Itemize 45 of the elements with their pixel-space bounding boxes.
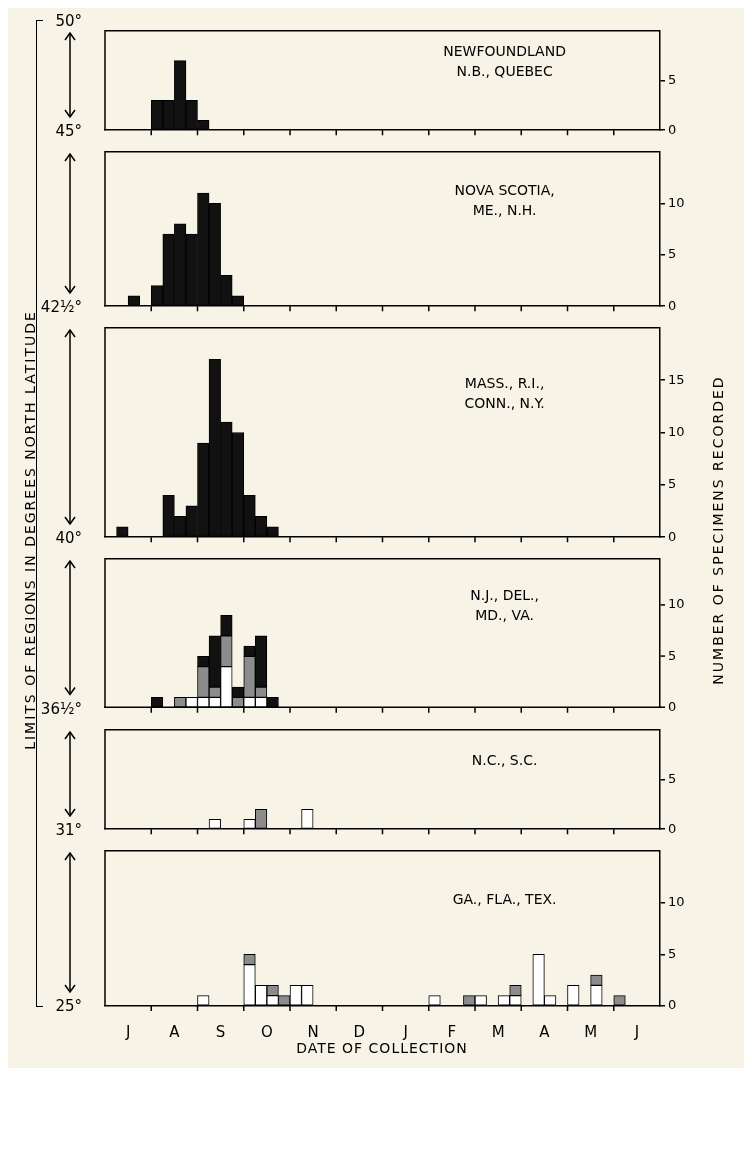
y-tick-label: 5: [668, 246, 677, 262]
y-tick-label: 15: [668, 371, 685, 387]
text: GA., FLA., TEX.: [452, 890, 557, 907]
x-tick-label: M: [584, 1022, 598, 1041]
x-tick-label: F: [447, 1022, 457, 1041]
y-axis-title: LIMITS OF REGIONS IN DEGREES NORTH LATITUDE: [21, 308, 39, 752]
y-tick-label: 0: [668, 996, 677, 1012]
y-tick-label: 10: [668, 194, 685, 210]
y-tick-label: 5: [668, 71, 677, 87]
x-tick-label: J: [633, 1022, 640, 1041]
text: MASS., R.I., CONN., N.Y.: [464, 375, 545, 412]
y-tick-label: 10: [668, 596, 685, 612]
text: N.C., S.C.: [471, 751, 538, 768]
text: NEWFOUNDLAND N.B., QUEBEC: [443, 43, 566, 80]
x-tick-label: J: [402, 1022, 408, 1041]
x-tick-label: O: [260, 1022, 273, 1041]
text: 50°: [54, 12, 82, 30]
y-tick-label: 0: [668, 121, 677, 137]
text: NOVA SCOTIA, ME., N.H.: [454, 181, 555, 218]
y2-axis-title: NUMBER OF SPECIMENS RECORDED: [709, 374, 727, 687]
x-tick-label: A: [539, 1022, 551, 1041]
y-tick-label: 5: [668, 647, 677, 663]
x-axis-title: DATE OF COLLECTION: [295, 1039, 469, 1056]
y-tick-label: 5: [668, 945, 677, 961]
y-tick-label: 5: [668, 770, 677, 786]
text: N.J., DEL., MD., VA.: [470, 587, 539, 624]
x-tick-label: J: [124, 1022, 131, 1041]
text: 25°: [54, 996, 82, 1015]
y-tick-label: 0: [668, 699, 677, 715]
text: 36½°: [40, 699, 82, 718]
text: 42½°: [40, 298, 82, 316]
x-tick-label: S: [215, 1022, 226, 1041]
x-tick-label: N: [307, 1022, 319, 1041]
y-tick-label: 0: [668, 820, 677, 836]
y-tick-label: 0: [668, 528, 677, 544]
x-tick-label: M: [491, 1022, 505, 1041]
y-tick-label: 0: [668, 297, 677, 313]
y-tick-label: 10: [668, 893, 685, 909]
x-tick-label: A: [169, 1022, 181, 1041]
x-tick-label: D: [353, 1022, 366, 1041]
y-tick-label: 10: [668, 423, 685, 439]
text: 45°: [54, 122, 82, 140]
text: 40°: [55, 529, 82, 547]
text: 31°: [54, 820, 82, 839]
y-tick-label: 5: [668, 476, 677, 492]
